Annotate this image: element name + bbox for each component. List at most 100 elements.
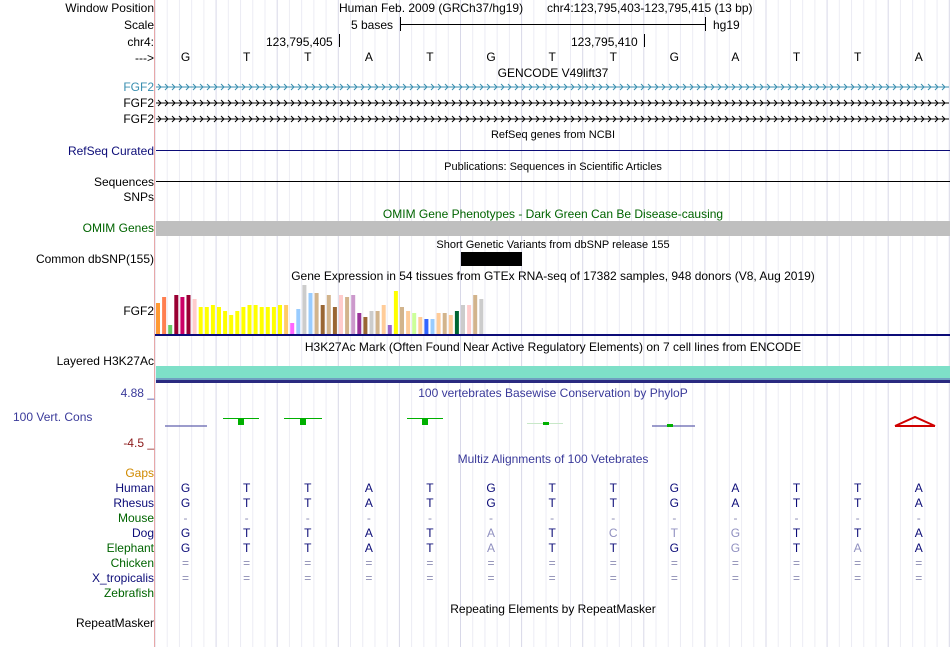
alignment-base: A [914, 526, 923, 540]
strand-chevron [556, 99, 561, 107]
strand-chevron [724, 115, 729, 123]
strand-chevron [451, 115, 456, 123]
alignment-base: = [793, 556, 801, 570]
dbsnp-track-title[interactable]: Short Genetic Variants from dbSNP releas… [436, 239, 670, 251]
strand-chevron [304, 115, 309, 123]
strand-chevron [486, 83, 491, 91]
snps-label[interactable]: SNPs [123, 190, 154, 204]
alignment-base: T [242, 526, 251, 540]
strand-chevron [857, 99, 862, 107]
alignment-base: = [609, 556, 617, 570]
strand-chevron [941, 99, 946, 107]
omim-label[interactable]: OMIM Genes [82, 221, 154, 235]
gtex-tissue-bar [180, 297, 185, 335]
strand-chevron [507, 115, 512, 123]
gencode-transcripts[interactable] [155, 80, 950, 128]
strand-chevron [640, 83, 645, 91]
refseq-track-title[interactable]: RefSeq genes from NCBI [490, 129, 616, 141]
gtex-tissue-bar [278, 305, 282, 335]
species-label[interactable]: X_tropicalis [91, 571, 154, 585]
omim-bar[interactable] [156, 221, 950, 236]
strand-chevron [850, 115, 855, 123]
strand-chevron [353, 115, 358, 123]
strand-chevron [346, 115, 351, 123]
alignment-base: = [304, 556, 312, 570]
alignment-base: G [180, 481, 191, 495]
strand-chevron [332, 99, 337, 107]
strand-chevron [234, 115, 239, 123]
gtex-gene-label[interactable]: FGF2 [123, 304, 154, 318]
alignment-base: G [669, 496, 680, 510]
species-label[interactable]: Human [115, 481, 154, 495]
strand-chevron [822, 99, 827, 107]
refseq-label[interactable]: RefSeq Curated [67, 144, 154, 158]
multiz-track-title[interactable]: Multiz Alignments of 100 Vetebrates [457, 452, 649, 466]
publications-line[interactable] [156, 181, 950, 182]
h3k27ac-label[interactable]: Layered H3K27Ac [56, 354, 154, 368]
gtex-tissue-bar [351, 295, 356, 335]
gencode-gene-label-1[interactable]: FGF2 [123, 80, 154, 94]
publications-label[interactable]: Sequences [93, 175, 154, 189]
strand-chevron [171, 115, 176, 123]
gtex-tissue-bar [290, 323, 295, 335]
repeatmasker-track-title[interactable]: Repeating Elements by RepeatMasker [450, 602, 656, 616]
gtex-tissue-bar [265, 307, 270, 335]
strand-chevron [612, 99, 617, 107]
strand-chevron [668, 115, 673, 123]
strand-chevron [752, 99, 757, 107]
alignment-base: = [854, 556, 862, 570]
strand-chevron [829, 83, 834, 91]
alignment-base: - [427, 511, 432, 525]
phylop-label[interactable]: 100 Vert. Cons [13, 410, 93, 424]
gtex-tissue-bar [393, 291, 398, 335]
species-label[interactable]: Mouse [117, 511, 154, 525]
phylop-track-title[interactable]: 100 vertebrates Basewise Conservation by… [418, 386, 688, 400]
strand-chevron [297, 83, 302, 91]
strand-chevron [808, 115, 813, 123]
gtex-tissue-bar [223, 311, 228, 335]
gencode-track-title[interactable]: GENCODE V49lift37 [497, 66, 609, 80]
omim-track-title[interactable]: OMIM Gene Phenotypes - Dark Green Can Be… [382, 207, 724, 221]
refseq-gene-line[interactable] [156, 150, 950, 151]
h3k27ac-signal[interactable] [156, 366, 950, 378]
species-label[interactable]: Elephant [106, 541, 154, 555]
h3k27ac-track-title[interactable]: H3K27Ac Mark (Often Found Near Active Re… [304, 340, 802, 354]
strand-chevron [619, 99, 624, 107]
publications-track-title[interactable]: Publications: Sequences in Scientific Ar… [444, 161, 662, 173]
strand-chevron [514, 99, 519, 107]
strand-chevron [654, 99, 659, 107]
phylop-conservation-plot[interactable] [155, 400, 950, 444]
gtex-tissue-bar [345, 297, 350, 335]
strand-chevron [283, 83, 288, 91]
strand-chevron [934, 99, 939, 107]
species-label[interactable]: Rhesus [113, 496, 154, 510]
alignment-base: - [611, 511, 616, 525]
species-label[interactable]: Chicken [110, 556, 154, 570]
dbsnp-label[interactable]: Common dbSNP(155) [35, 252, 154, 266]
strand-chevron [927, 115, 932, 123]
strand-chevron [647, 99, 652, 107]
scale-bar [400, 17, 706, 31]
gencode-gene-label-3[interactable]: FGF2 [123, 112, 154, 126]
strand-chevron [563, 83, 568, 91]
coordinate-2-tick [644, 34, 645, 47]
strand-chevron [871, 83, 876, 91]
strand-chevron [612, 115, 617, 123]
alignment-base: A [914, 541, 923, 555]
gaps-label[interactable]: Gaps [125, 466, 154, 480]
gtex-expression-bars[interactable] [155, 283, 950, 336]
strand-chevron [234, 83, 239, 91]
strand-chevron [934, 115, 939, 123]
species-label[interactable]: Dog [131, 526, 154, 540]
strand-chevron [402, 99, 407, 107]
strand-chevron [808, 83, 813, 91]
gencode-gene-label-2[interactable]: FGF2 [123, 96, 154, 110]
strand-chevron [339, 83, 344, 91]
repeatmasker-label[interactable]: RepeatMasker [75, 616, 154, 630]
dbsnp-variant[interactable] [461, 252, 522, 266]
gtex-track-title[interactable]: Gene Expression in 54 tissues from GTEx … [291, 269, 815, 283]
strand-chevron [290, 83, 295, 91]
species-label[interactable]: Zebrafish [103, 586, 154, 600]
alignment-base: = [670, 571, 678, 585]
